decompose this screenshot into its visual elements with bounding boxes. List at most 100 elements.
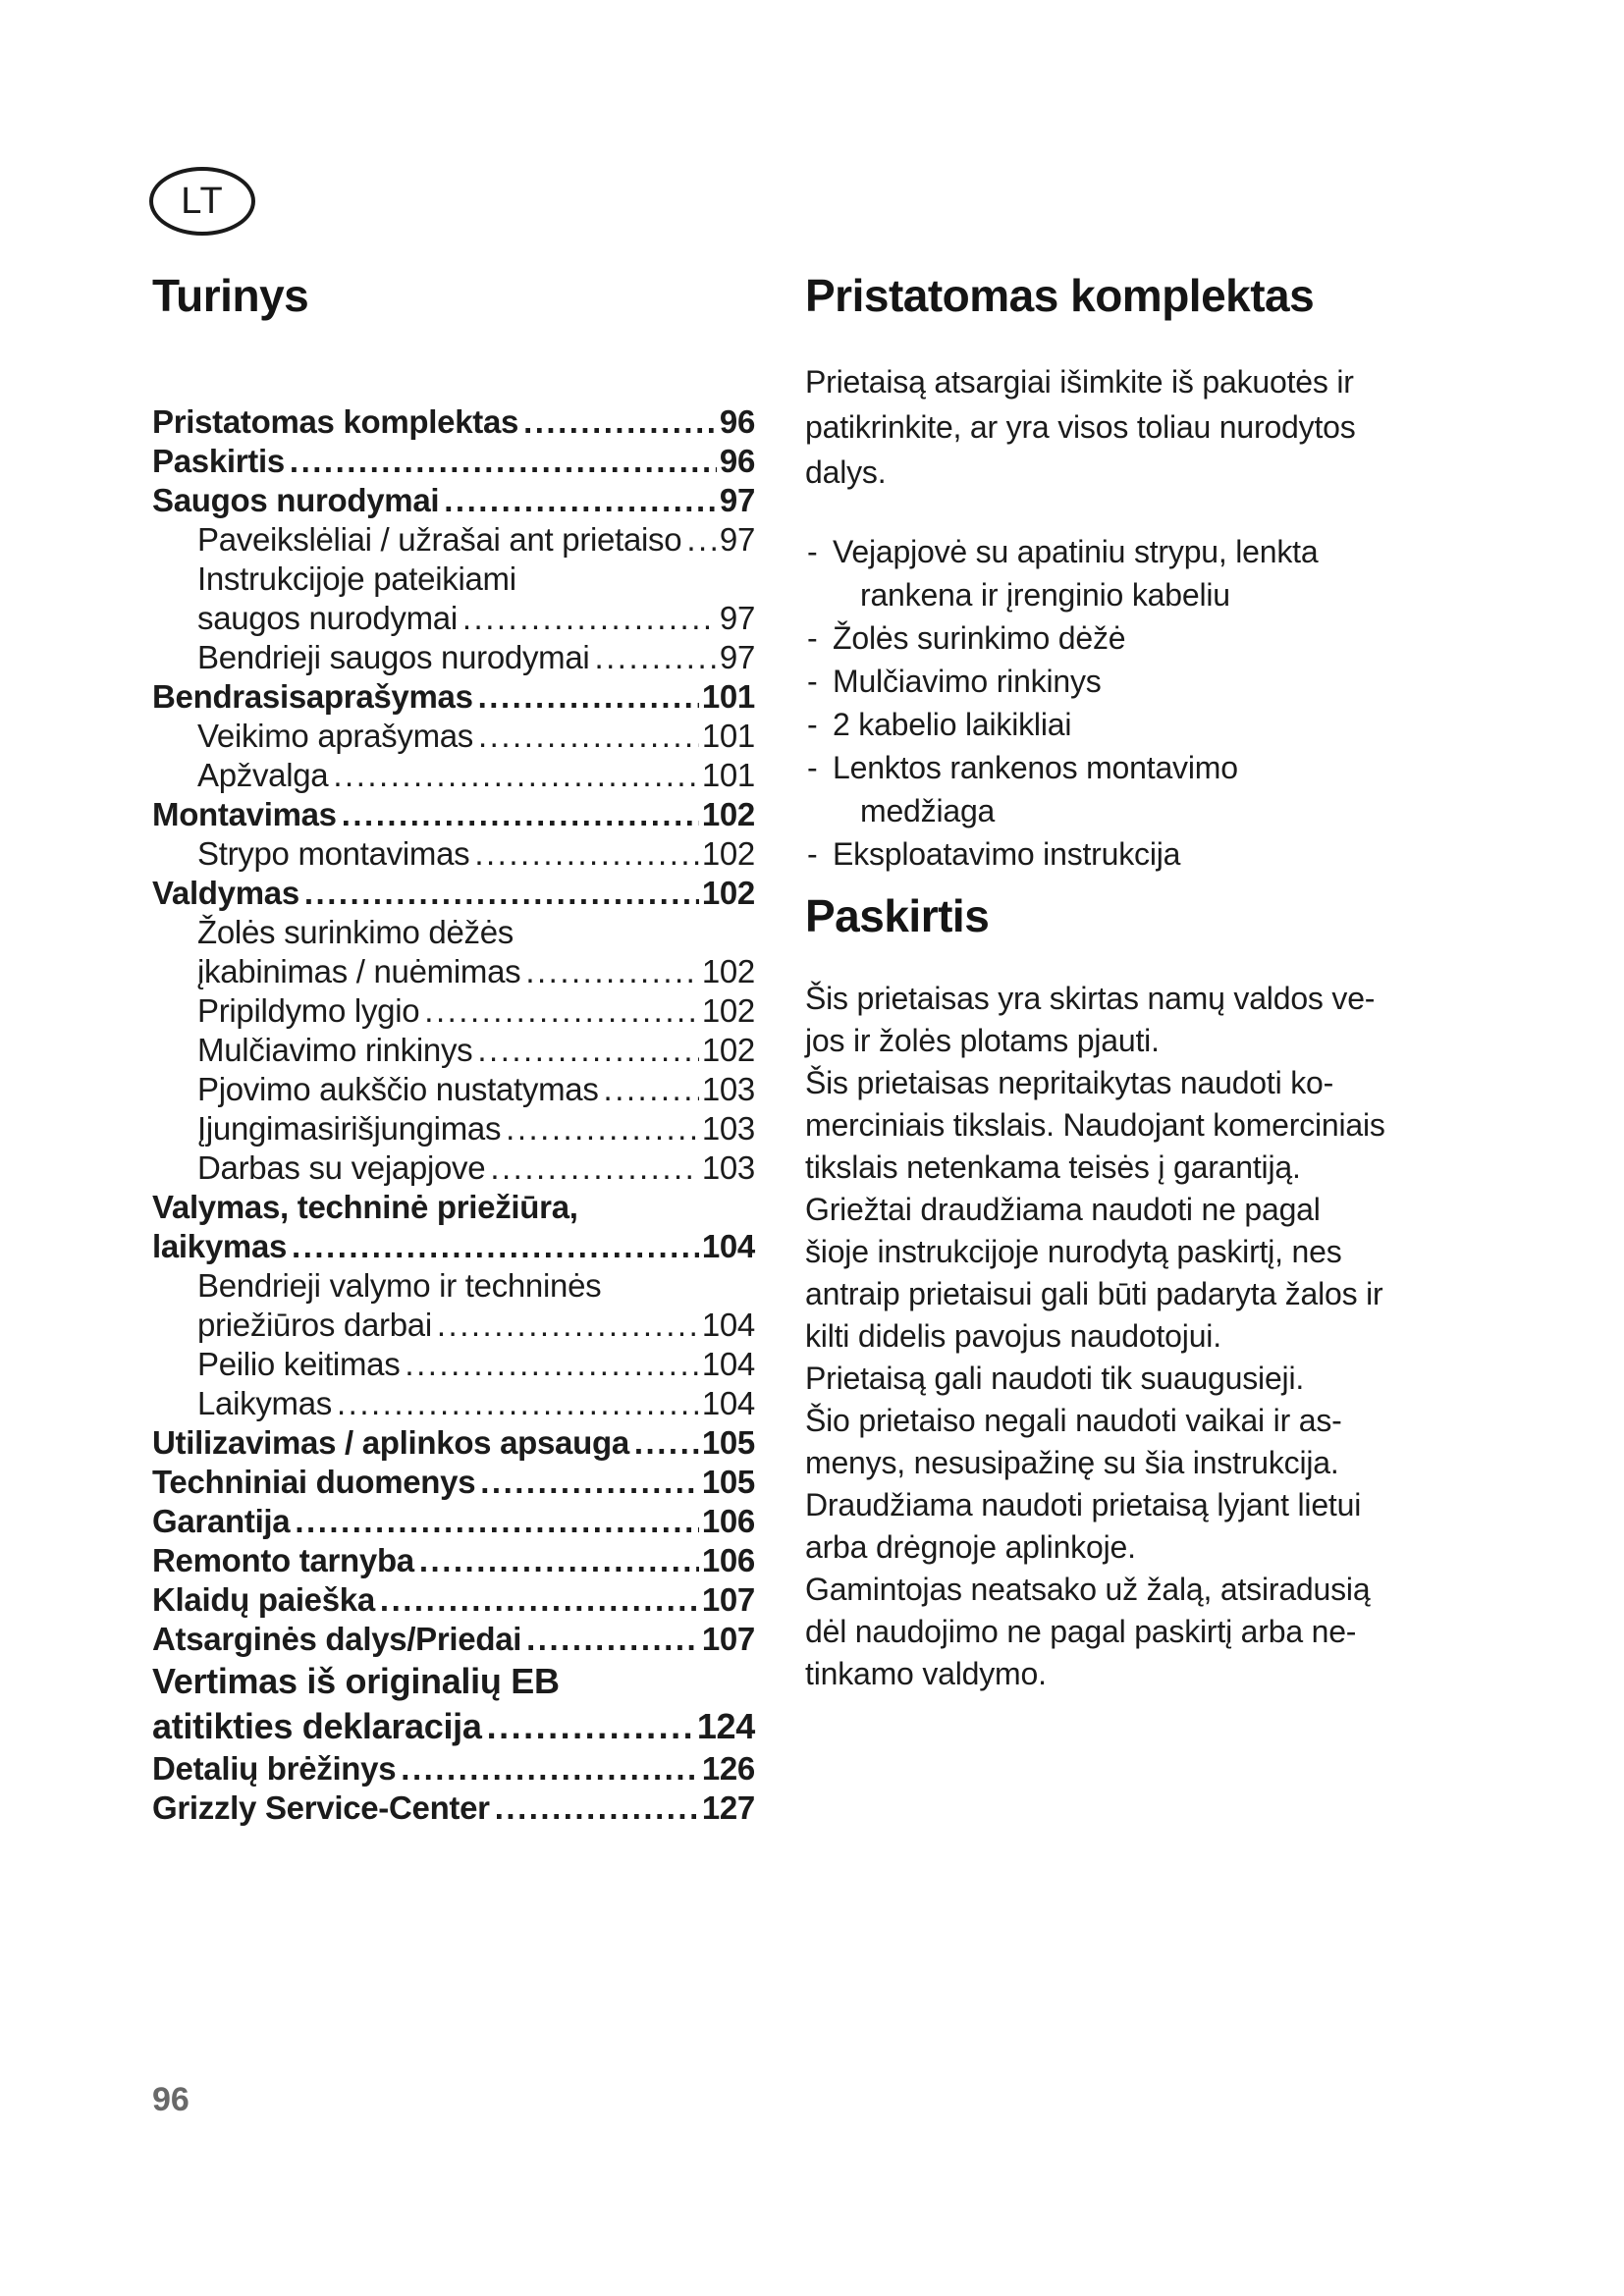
toc-leader-dots: ........................................…	[478, 718, 699, 754]
toc-entry-label: Veikimo aprašymas	[197, 718, 474, 754]
toc-leader-dots: ........................................…	[525, 953, 699, 989]
toc-entry-label: Valdymas	[152, 875, 299, 911]
toc-entry-page: 102	[701, 1032, 755, 1068]
toc-entry-label: Pripildymo lygio	[197, 992, 420, 1029]
toc-entry-label: Bendrasisaprašymas	[152, 678, 473, 715]
toc-leader-dots: ........................................…	[424, 992, 699, 1029]
toc-entry-page: 102	[701, 796, 755, 832]
toc-row: Laikymas................................…	[152, 1384, 755, 1423]
delivery-part-item: - Vejapjovė su apatiniu strypu, lenkta ra…	[805, 530, 1428, 616]
toc-leader-dots: ........................................…	[444, 482, 717, 518]
toc-row: Įjungimasirišjungimas...................…	[152, 1109, 755, 1148]
toc-entry-page: 103	[701, 1071, 755, 1107]
toc-row: Instrukcijoje pateikiami	[152, 560, 755, 599]
toc-leader-dots: ........................................…	[289, 443, 717, 479]
toc-row: Detalių brėžinys........................…	[152, 1749, 755, 1789]
toc-entry-label: Įjungimasirišjungimas	[197, 1110, 502, 1147]
toc-row: Grizzly Service-Center..................…	[152, 1789, 755, 1828]
toc-leader-dots: ........................................…	[333, 757, 699, 793]
toc-entry-page: 127	[701, 1789, 755, 1826]
toc-leader-dots: ........................................…	[379, 1581, 699, 1618]
toc-leader-dots: ........................................…	[603, 1071, 699, 1107]
toc-leader-dots: ........................................…	[633, 1424, 699, 1461]
delivery-part-text: Eksploatavimo instrukcija	[833, 836, 1181, 872]
toc-row: įkabinimas / nuėmimas...................…	[152, 952, 755, 991]
toc-row: Remonto tarnyba.........................…	[152, 1541, 755, 1580]
toc-row: atitikties deklaracija..................…	[152, 1704, 755, 1749]
bullet-dash-marker: -	[807, 534, 818, 569]
toc-entry-label: Atsarginės dalys/Priedai	[152, 1621, 522, 1657]
delivery-parts-list: - Vejapjovė su apatiniu strypu, lenkta ra…	[805, 530, 1428, 876]
toc-row: Paveikslėliai / užrašai ant prietaiso...…	[152, 520, 755, 560]
toc-leader-dots: ........................................…	[405, 1346, 698, 1382]
toc-entry-label: laikymas	[152, 1228, 288, 1264]
toc-entry-page: 101	[701, 678, 755, 715]
toc-row: Valymas, techninė priežiūra,	[152, 1188, 755, 1227]
toc-entry-page: 104	[701, 1385, 755, 1421]
delivery-part-text: Lenktos rankenos montavimo medžiaga	[833, 750, 1238, 828]
toc-entry-page: 97	[719, 482, 755, 518]
toc-leader-dots: ........................................…	[303, 875, 699, 911]
toc-row: Apžvalga................................…	[152, 756, 755, 795]
toc-entry-page: 97	[719, 639, 755, 675]
toc-row: Montavimas..............................…	[152, 795, 755, 834]
toc-row: Klaidų paieška..........................…	[152, 1580, 755, 1620]
toc-row: Bendrieji saugos nurodymai..............…	[152, 638, 755, 677]
toc-entry-label: Garantija	[152, 1503, 291, 1539]
toc-leader-dots: ........................................…	[295, 1503, 698, 1539]
toc-leader-dots: ........................................…	[523, 403, 717, 440]
toc-row: Techniniai duomenys.....................…	[152, 1463, 755, 1502]
toc-row: Valdymas................................…	[152, 874, 755, 913]
toc-entry-page: 105	[701, 1464, 755, 1500]
delivery-part-text: 2 kabelio laikikliai	[833, 707, 1072, 742]
section-title-delivery: Pristatomas komplektas	[805, 270, 1315, 321]
content-column: Pristatomas komplektas Prietaisą atsargi…	[805, 271, 1428, 1695]
toc-entry-page: 104	[701, 1346, 755, 1382]
toc-row: Mulčiavimo rinkinys.....................…	[152, 1031, 755, 1070]
toc-entry-page: 101	[701, 757, 755, 793]
toc-entry-page: 106	[701, 1503, 755, 1539]
toc-entry-label: Grizzly Service-Center	[152, 1789, 490, 1826]
toc-entry-label: Valymas, techninė priežiūra,	[152, 1189, 578, 1225]
toc-entry-page: 102	[701, 992, 755, 1029]
toc-entry-page: 106	[701, 1542, 755, 1578]
language-badge: LT	[149, 167, 255, 236]
toc-leader-dots: ........................................…	[486, 1706, 694, 1746]
toc-row: Darbas su vejapjove.....................…	[152, 1148, 755, 1188]
toc-entry-label: Laikymas	[197, 1385, 332, 1421]
toc-row: Bendrasisaprašymas......................…	[152, 677, 755, 717]
toc-entry-page: 107	[701, 1581, 755, 1618]
toc-row: saugos nurodymai........................…	[152, 599, 755, 638]
delivery-part-text: Mulčiavimo rinkinys	[833, 664, 1102, 699]
toc-entry-page: 103	[701, 1110, 755, 1147]
toc-entry-label: Saugos nurodymai	[152, 482, 440, 518]
toc-entry-label: Paveikslėliai / užrašai ant prietaiso	[197, 521, 682, 558]
toc-row: Pristatomas komplektas..................…	[152, 402, 755, 442]
toc-entry-label: Žolės surinkimo dėžės	[197, 914, 514, 950]
toc-row: Žolės surinkimo dėžės	[152, 913, 755, 952]
toc-leader-dots: ........................................…	[477, 1032, 698, 1068]
toc-leader-dots: ........................................…	[506, 1110, 699, 1147]
toc-entry-label: priežiūros darbai	[197, 1307, 432, 1343]
toc-entry-label: Strypo montavimas	[197, 835, 470, 872]
toc-entry-page: 101	[701, 718, 755, 754]
toc-entry-label: Mulčiavimo rinkinys	[197, 1032, 473, 1068]
toc-entry-page: 105	[701, 1424, 755, 1461]
toc-entry-label: atitikties deklaracija	[152, 1706, 482, 1746]
toc-entry-page: 107	[701, 1621, 755, 1657]
toc-row: Veikimo aprašymas.......................…	[152, 717, 755, 756]
toc-entry-page: 104	[701, 1228, 755, 1264]
toc-row: Paskirtis...............................…	[152, 442, 755, 481]
toc-entry-label: Pristatomas komplektas	[152, 403, 519, 440]
toc-entry-page: 126	[701, 1750, 755, 1787]
toc-leader-dots: ........................................…	[336, 1385, 699, 1421]
toc-list: Pristatomas komplektas..................…	[152, 402, 755, 1828]
toc-row: Utilizavimas / aplinkos apsauga.........…	[152, 1423, 755, 1463]
delivery-part-item: - Žolės surinkimo dėžė	[805, 616, 1428, 660]
bullet-dash-marker: -	[807, 707, 818, 742]
toc-entry-label: Bendrieji saugos nurodymai	[197, 639, 590, 675]
toc-leader-dots: ........................................…	[526, 1621, 699, 1657]
toc-entry-label: Darbas su vejapjove	[197, 1149, 486, 1186]
toc-entry-label: Instrukcijoje pateikiami	[197, 561, 516, 597]
